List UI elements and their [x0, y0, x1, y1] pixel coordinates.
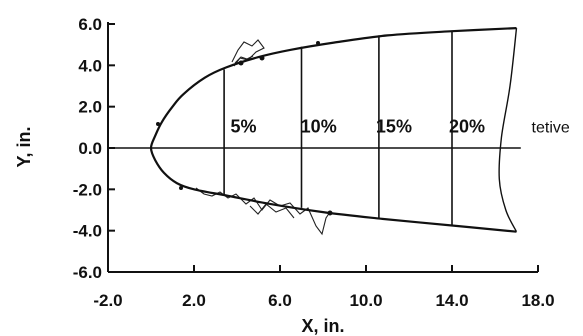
x-tick-label: -2.0	[93, 291, 122, 310]
station-annotations: 5% 10% 15% 20% tetive	[230, 117, 569, 137]
y-tick-label: 2.0	[78, 98, 102, 117]
marker-point	[259, 55, 265, 61]
y-tick-label: -6.0	[73, 263, 102, 282]
marker-point	[327, 210, 333, 216]
station-percent-label: 5%	[230, 117, 256, 137]
contour-markers	[156, 41, 333, 216]
station-lines	[223, 31, 453, 226]
x-axis-title: X, in.	[301, 316, 344, 336]
y-tick-label: 4.0	[78, 56, 102, 75]
station-percent-label: 20%	[449, 117, 485, 137]
trailing-outline	[498, 28, 518, 233]
marker-point	[238, 60, 244, 66]
x-tick-label: 18.0	[521, 291, 554, 310]
marker-point	[316, 41, 320, 45]
y-tick-label: 0.0	[78, 139, 102, 158]
y-ticks: 6.0 4.0 2.0 0.0 -2.0 -4.0 -6.0	[73, 15, 115, 282]
station-percent-label: 15%	[376, 117, 412, 137]
x-tick-label: 10.0	[349, 291, 382, 310]
y-axis-title: Y, in.	[14, 126, 34, 167]
airfoil-outline	[149, 27, 517, 233]
x-ticks: -2.0 2.0 6.0 10.0 14.0 18.0	[93, 265, 555, 310]
ice-accretion-shape	[195, 39, 331, 236]
y-tick-label: -4.0	[73, 222, 102, 241]
y-tick-label: -2.0	[73, 180, 102, 199]
station-percent-label: 10%	[301, 117, 337, 137]
marker-point	[156, 122, 160, 126]
annotation-note: tetive	[532, 120, 570, 137]
x-tick-label: 6.0	[268, 291, 292, 310]
marker-point	[179, 186, 183, 190]
x-tick-label: 2.0	[182, 291, 206, 310]
x-tick-label: 14.0	[435, 291, 468, 310]
y-tick-label: 6.0	[78, 15, 102, 34]
